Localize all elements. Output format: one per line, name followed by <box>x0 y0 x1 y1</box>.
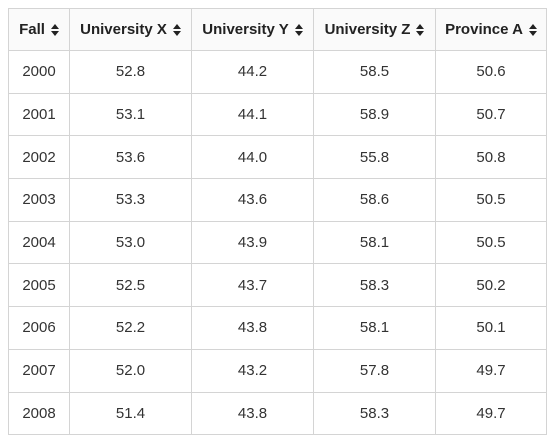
column-header-label: University X <box>80 21 167 38</box>
table-cell: 58.9 <box>313 92 436 137</box>
sort-icon[interactable] <box>528 23 537 36</box>
header-row: Fall University X <box>8 8 547 51</box>
table-cell: 58.1 <box>313 220 436 265</box>
table-body: 2000 52.8 44.2 58.5 50.6 2001 53.1 44.1 … <box>8 50 547 436</box>
table-cell: 53.6 <box>69 135 192 180</box>
column-header-university-x[interactable]: University X <box>69 8 192 51</box>
sort-icon[interactable] <box>172 23 181 36</box>
table-row: 2000 52.8 44.2 58.5 50.6 <box>8 50 547 94</box>
table-cell: 51.4 <box>69 391 192 436</box>
table-cell-year: 2003 <box>8 178 70 222</box>
table-cell: 44.0 <box>191 135 314 180</box>
table-cell: 58.6 <box>313 178 436 222</box>
table-cell: 49.7 <box>435 348 547 393</box>
table-cell-year: 2006 <box>8 306 70 350</box>
table-cell: 53.1 <box>69 92 192 137</box>
table-cell: 53.3 <box>69 178 192 222</box>
table-cell: 57.8 <box>313 348 436 393</box>
table-row: 2006 52.2 43.8 58.1 50.1 <box>8 306 547 350</box>
sort-icon[interactable] <box>416 23 425 36</box>
table-row: 2003 53.3 43.6 58.6 50.5 <box>8 178 547 222</box>
column-header-province-a[interactable]: Province A <box>435 8 547 51</box>
table-cell: 44.2 <box>191 50 314 94</box>
data-table: Fall University X <box>8 8 547 436</box>
column-header-label: Fall <box>19 21 45 38</box>
table-cell: 44.1 <box>191 92 314 137</box>
table-cell: 55.8 <box>313 135 436 180</box>
table-cell: 50.5 <box>435 178 547 222</box>
table-cell-year: 2008 <box>8 391 70 436</box>
table-cell: 43.7 <box>191 263 314 308</box>
table-row: 2002 53.6 44.0 55.8 50.8 <box>8 135 547 180</box>
column-header-label: University Y <box>202 21 289 38</box>
column-header-label: University Z <box>324 21 411 38</box>
table-cell: 50.1 <box>435 306 547 350</box>
table-cell: 50.5 <box>435 220 547 265</box>
table-cell: 50.2 <box>435 263 547 308</box>
table-cell: 43.8 <box>191 306 314 350</box>
table-cell: 52.0 <box>69 348 192 393</box>
table-cell: 53.0 <box>69 220 192 265</box>
sort-icon[interactable] <box>50 23 59 36</box>
table-cell: 43.2 <box>191 348 314 393</box>
table-cell-year: 2000 <box>8 50 70 94</box>
table-cell: 43.8 <box>191 391 314 436</box>
column-header-university-y[interactable]: University Y <box>191 8 314 51</box>
table-cell: 50.8 <box>435 135 547 180</box>
table-row: 2005 52.5 43.7 58.3 50.2 <box>8 263 547 308</box>
data-table-container: Fall University X <box>8 8 547 436</box>
table-cell: 50.6 <box>435 50 547 94</box>
table-cell-year: 2004 <box>8 220 70 265</box>
table-cell-year: 2005 <box>8 263 70 308</box>
table-cell: 49.7 <box>435 391 547 436</box>
column-header-fall[interactable]: Fall <box>8 8 70 51</box>
table-row: 2004 53.0 43.9 58.1 50.5 <box>8 220 547 265</box>
column-header-university-z[interactable]: University Z <box>313 8 436 51</box>
table-cell: 43.6 <box>191 178 314 222</box>
table-cell: 43.9 <box>191 220 314 265</box>
table-cell: 58.1 <box>313 306 436 350</box>
table-cell: 58.3 <box>313 391 436 436</box>
table-cell: 50.7 <box>435 92 547 137</box>
table-cell-year: 2001 <box>8 92 70 137</box>
table-cell: 58.5 <box>313 50 436 94</box>
table-row: 2001 53.1 44.1 58.9 50.7 <box>8 92 547 137</box>
table-cell: 58.3 <box>313 263 436 308</box>
table-cell: 52.8 <box>69 50 192 94</box>
column-header-label: Province A <box>445 21 523 38</box>
table-row: 2008 51.4 43.8 58.3 49.7 <box>8 391 547 436</box>
table-cell: 52.5 <box>69 263 192 308</box>
sort-icon[interactable] <box>294 23 303 36</box>
table-cell: 52.2 <box>69 306 192 350</box>
table-row: 2007 52.0 43.2 57.8 49.7 <box>8 348 547 393</box>
table-cell-year: 2007 <box>8 348 70 393</box>
table-cell-year: 2002 <box>8 135 70 180</box>
